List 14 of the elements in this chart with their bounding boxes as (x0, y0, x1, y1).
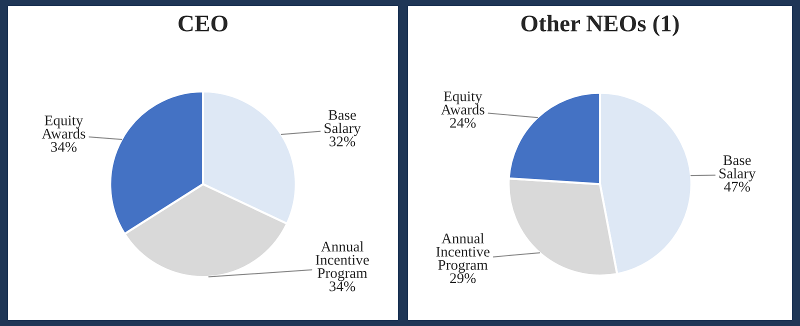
data-label: 34% (330, 281, 356, 292)
chart-title: Other NEOs (1) (521, 14, 679, 36)
slice-label: Base Salary (719, 155, 756, 182)
data-label: 34% (51, 142, 77, 152)
chart-title: CEO (178, 16, 228, 32)
slice-label: Annual Incentive Program (436, 233, 490, 273)
data-label: 47% (724, 182, 750, 192)
slice-label: Base Salary (324, 110, 361, 136)
data-label: 32% (330, 136, 356, 146)
data-label: 24% (450, 118, 476, 128)
slice-label: Equity Awards (440, 91, 484, 115)
slice-label: Equity Awards (42, 116, 86, 139)
slice-label: Annual Incentive Program (316, 241, 369, 282)
data-label: 29% (450, 273, 476, 284)
